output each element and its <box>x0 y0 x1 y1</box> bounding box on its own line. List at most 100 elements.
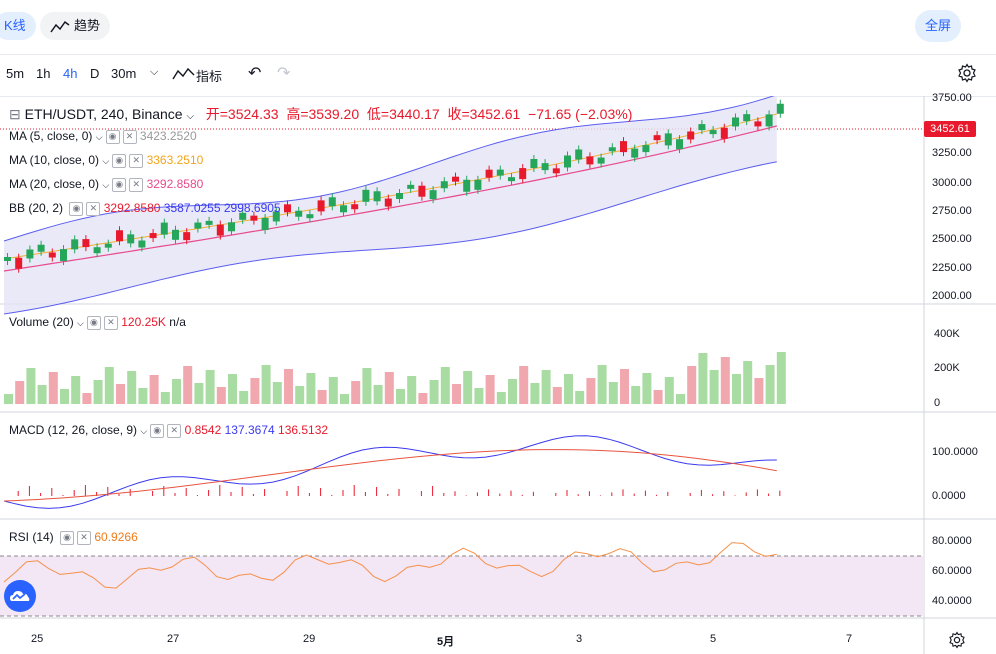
fullscreen-button[interactable]: 全屏 <box>914 10 961 42</box>
candle-body <box>743 114 751 122</box>
interval-5m[interactable]: 5m <box>6 66 25 81</box>
interval-dropdown-chevron-icon[interactable]: ⌵ <box>150 66 159 78</box>
time-tick: 5 <box>710 633 717 645</box>
volume-bar <box>373 385 383 404</box>
remove-icon[interactable]: ✕ <box>77 530 92 545</box>
settings-gear-icon[interactable] <box>957 63 977 83</box>
candle-body <box>48 252 56 258</box>
volume-bar <box>608 382 618 404</box>
remove-icon[interactable]: ✕ <box>103 315 118 330</box>
volume-bar <box>26 368 36 404</box>
volume-bar <box>496 392 506 404</box>
volume-bar <box>564 374 573 404</box>
macd-tick: 100.0000 <box>932 446 978 458</box>
trend-icon <box>50 20 70 32</box>
candle-body <box>776 103 784 114</box>
legend-ma20[interactable]: MA (20, close, 0) ⌵ ◉ ✕ 3292.8580 <box>9 177 204 192</box>
legend-ma5-value: 3423.2520 <box>139 129 197 143</box>
ohlc-open: 开=3524.33 <box>205 106 279 122</box>
macd-line <box>3 435 777 509</box>
symbol-chevron-icon[interactable]: ⌵ <box>186 111 195 122</box>
chart-area[interactable]: ⊟ ETH/USDT, 240, Binance ⌵ 开=3524.33 高=3… <box>0 92 996 654</box>
volume-bar <box>138 388 148 404</box>
axis-settings-gear-icon[interactable] <box>948 631 966 649</box>
volume-bar <box>272 382 282 404</box>
visibility-eye-icon[interactable]: ◉ <box>86 315 101 330</box>
candle-body <box>530 158 538 168</box>
visibility-eye-icon[interactable]: ◉ <box>112 153 127 168</box>
volume-bar <box>228 374 237 404</box>
rsi-tick: 80.0000 <box>932 535 972 547</box>
rsi-tick: 60.0000 <box>932 565 972 577</box>
legend-ma5[interactable]: MA (5, close, 0) ⌵ ◉ ✕ 3423.2520 <box>9 129 197 144</box>
volume-bar <box>127 371 137 404</box>
volume-bar <box>575 391 585 404</box>
legend-bb-label: BB (20, 2) <box>9 201 64 215</box>
ohlc-low: 低=3440.17 <box>366 106 440 122</box>
last-price-tag: 3452.61 <box>924 121 976 137</box>
candle-body <box>127 234 135 244</box>
candle-body <box>60 249 67 262</box>
candle-body <box>541 163 549 171</box>
candle-body <box>37 244 45 252</box>
visibility-eye-icon[interactable]: ◉ <box>150 423 165 438</box>
symbol-title: ⊟ ETH/USDT, 240, Binance ⌵ 开=3524.33 高=3… <box>9 104 632 124</box>
tradingview-logo[interactable] <box>4 580 36 612</box>
candle-body <box>71 239 79 250</box>
legend-macd[interactable]: MACD (12, 26, close, 9) ⌵ ◉ ✕ 0.8542 137.3… <box>9 423 329 438</box>
signal-line <box>3 449 777 502</box>
volume-bar <box>720 357 730 404</box>
chart-canvas[interactable] <box>0 96 996 654</box>
candle-body <box>407 184 415 189</box>
chart-toolbar: 5m 1h 4h D 30m ⌵ 指标 ↶ ↷ <box>0 54 996 97</box>
indicators-icon <box>172 67 195 80</box>
remove-icon[interactable]: ✕ <box>167 423 182 438</box>
candle-body <box>709 130 717 135</box>
legend-volume[interactable]: Volume (20) ⌵ ◉ ✕ 120.25K n/a <box>9 315 186 330</box>
volume-bar <box>340 394 349 404</box>
collapse-icon[interactable]: ⊟ <box>9 106 21 122</box>
interval-1h[interactable]: 1h <box>36 66 51 81</box>
remove-icon[interactable]: ✕ <box>129 177 144 192</box>
volume-bar <box>60 389 69 404</box>
candle-body <box>261 217 269 230</box>
legend-ma10[interactable]: MA (10, close, 0) ⌵ ◉ ✕ 3363.2510 <box>9 153 204 168</box>
legend-bb-basis: 3292.8580 <box>103 201 161 215</box>
tab-kline[interactable]: K线 <box>0 12 36 40</box>
volume-bar <box>698 353 708 404</box>
remove-icon[interactable]: ✕ <box>122 129 137 144</box>
redo-icon[interactable]: ↷ <box>277 65 291 82</box>
time-tick: 27 <box>167 633 180 645</box>
tab-trend[interactable]: 趋势 <box>40 12 111 40</box>
visibility-eye-icon[interactable]: ◉ <box>60 530 75 545</box>
interval-4h[interactable]: 4h <box>63 66 78 81</box>
interval-30m[interactable]: 30m <box>111 66 137 81</box>
candle-body <box>172 229 179 240</box>
volume-bar <box>530 383 540 404</box>
legend-bb[interactable]: BB (20, 2) ◉ ✕ 3292.8580 3587.0255 2998.6… <box>9 201 281 216</box>
interval-d[interactable]: D <box>90 66 100 81</box>
volume-bar <box>4 394 13 404</box>
volume-bar <box>116 384 125 404</box>
remove-icon[interactable]: ✕ <box>86 201 101 216</box>
visibility-eye-icon[interactable]: ◉ <box>112 177 127 192</box>
volume-bar <box>93 380 103 404</box>
volume-bar <box>15 381 25 404</box>
legend-ma5-label: MA (5, close, 0) <box>9 129 93 143</box>
candle-body <box>295 210 303 217</box>
volume-bar <box>754 378 764 404</box>
macd-tick: 0.0000 <box>932 490 966 502</box>
candle-body <box>216 224 224 236</box>
remove-icon[interactable]: ✕ <box>129 153 144 168</box>
volume-bar <box>440 367 450 404</box>
candle-body <box>496 169 504 176</box>
candle-body <box>4 257 11 261</box>
candle-body <box>351 204 359 210</box>
legend-ma20-label: MA (20, close, 0) <box>9 177 100 191</box>
legend-rsi-label: RSI (14) <box>9 530 54 544</box>
legend-rsi[interactable]: RSI (14) ◉ ✕ 60.9266 <box>9 530 138 545</box>
undo-icon[interactable]: ↶ <box>248 65 262 82</box>
visibility-eye-icon[interactable]: ◉ <box>69 201 84 216</box>
visibility-eye-icon[interactable]: ◉ <box>105 129 120 144</box>
indicators-button[interactable]: 指标 <box>172 66 222 85</box>
